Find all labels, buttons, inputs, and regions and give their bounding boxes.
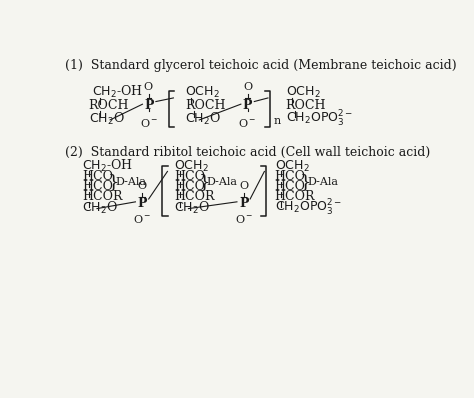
- Text: }: }: [300, 173, 311, 191]
- Text: HCOR: HCOR: [82, 190, 123, 203]
- Text: $\mathsf{OCH_2}$: $\mathsf{OCH_2}$: [174, 158, 209, 174]
- Text: n: n: [273, 115, 281, 125]
- Text: ROCH: ROCH: [285, 100, 326, 112]
- Text: P: P: [239, 197, 248, 210]
- Text: O$^-$: O$^-$: [133, 213, 151, 225]
- Text: O: O: [137, 181, 147, 191]
- Text: $\mathsf{CH_2}$-OH: $\mathsf{CH_2}$-OH: [82, 158, 133, 174]
- Text: HCO: HCO: [174, 180, 205, 193]
- Text: $\mathsf{CH_2OPO_3^{2-}}$: $\mathsf{CH_2OPO_3^{2-}}$: [275, 198, 342, 218]
- Text: O: O: [144, 82, 153, 92]
- Text: HCOR: HCOR: [174, 190, 214, 203]
- Text: $\mathsf{CH_2}$-OH: $\mathsf{CH_2}$-OH: [92, 84, 143, 100]
- Text: O$^-$: O$^-$: [140, 117, 158, 129]
- Text: }: }: [199, 173, 210, 191]
- Text: ROCH: ROCH: [185, 100, 225, 112]
- Text: HCO: HCO: [82, 170, 113, 183]
- Text: $\mathsf{OCH_2}$: $\mathsf{OCH_2}$: [185, 85, 219, 100]
- Text: O: O: [239, 181, 248, 191]
- Text: $\mathsf{CH_2OPO_3^{2-}}$: $\mathsf{CH_2OPO_3^{2-}}$: [285, 109, 353, 129]
- Text: HCO: HCO: [174, 170, 205, 183]
- Text: $\mathsf{CH_2}$O: $\mathsf{CH_2}$O: [185, 111, 220, 127]
- Text: HCO: HCO: [275, 170, 306, 183]
- Text: HCO: HCO: [275, 180, 306, 193]
- Text: D-Ala: D-Ala: [207, 177, 237, 187]
- Text: (1)  Standard glycerol teichoic acid (Membrane teichoic acid): (1) Standard glycerol teichoic acid (Mem…: [65, 59, 457, 72]
- Text: D-Ala: D-Ala: [307, 177, 338, 187]
- Text: $\mathsf{CH_2}$O: $\mathsf{CH_2}$O: [89, 111, 125, 127]
- Text: $\mathsf{OCH_2}$: $\mathsf{OCH_2}$: [275, 158, 310, 174]
- Text: O$^-$: O$^-$: [235, 213, 253, 225]
- Text: P: P: [137, 197, 147, 210]
- Text: (2)  Standard ribitol teichoic acid (Cell wall teichoic acid): (2) Standard ribitol teichoic acid (Cell…: [65, 146, 431, 159]
- Text: }: }: [107, 173, 119, 191]
- Text: HCO: HCO: [82, 180, 113, 193]
- Text: O$^-$: O$^-$: [238, 117, 257, 129]
- Text: P: P: [145, 99, 154, 112]
- Text: D-Ala: D-Ala: [115, 177, 146, 187]
- Text: ROCH: ROCH: [89, 100, 129, 112]
- Text: $\mathsf{OCH_2}$: $\mathsf{OCH_2}$: [285, 85, 320, 100]
- Text: HCOR: HCOR: [275, 190, 315, 203]
- Text: $\mathsf{CH_2}$O: $\mathsf{CH_2}$O: [82, 200, 118, 216]
- Text: O: O: [243, 82, 252, 92]
- Text: $\mathsf{CH_2}$O: $\mathsf{CH_2}$O: [174, 200, 210, 216]
- Text: P: P: [243, 99, 252, 112]
